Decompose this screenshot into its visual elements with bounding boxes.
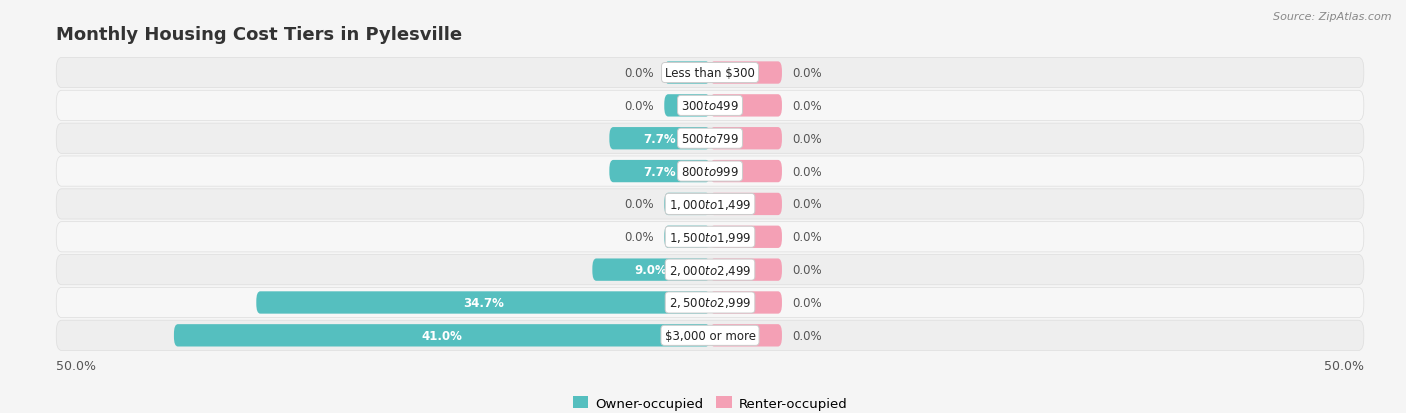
Text: $300 to $499: $300 to $499 [681, 100, 740, 113]
FancyBboxPatch shape [710, 62, 782, 85]
Text: 7.7%: 7.7% [644, 133, 676, 145]
FancyBboxPatch shape [174, 324, 710, 347]
FancyBboxPatch shape [710, 193, 782, 216]
Text: 0.0%: 0.0% [793, 67, 823, 80]
FancyBboxPatch shape [56, 255, 1364, 285]
Text: 41.0%: 41.0% [422, 329, 463, 342]
Text: 0.0%: 0.0% [793, 165, 823, 178]
FancyBboxPatch shape [56, 222, 1364, 252]
Text: $1,500 to $1,999: $1,500 to $1,999 [669, 230, 751, 244]
Text: $2,000 to $2,499: $2,000 to $2,499 [669, 263, 751, 277]
Text: 7.7%: 7.7% [644, 165, 676, 178]
FancyBboxPatch shape [56, 124, 1364, 154]
FancyBboxPatch shape [710, 128, 782, 150]
Text: 50.0%: 50.0% [56, 359, 96, 372]
Text: 0.0%: 0.0% [793, 296, 823, 309]
FancyBboxPatch shape [256, 292, 710, 314]
FancyBboxPatch shape [56, 189, 1364, 219]
Text: 0.0%: 0.0% [793, 100, 823, 113]
FancyBboxPatch shape [710, 259, 782, 281]
Text: $800 to $999: $800 to $999 [681, 165, 740, 178]
FancyBboxPatch shape [664, 226, 710, 248]
FancyBboxPatch shape [710, 161, 782, 183]
Text: $1,000 to $1,499: $1,000 to $1,499 [669, 197, 751, 211]
Text: 0.0%: 0.0% [793, 133, 823, 145]
Text: 0.0%: 0.0% [624, 198, 654, 211]
FancyBboxPatch shape [664, 95, 710, 117]
Text: $3,000 or more: $3,000 or more [665, 329, 755, 342]
FancyBboxPatch shape [56, 320, 1364, 351]
FancyBboxPatch shape [56, 157, 1364, 187]
Text: 0.0%: 0.0% [793, 329, 823, 342]
Text: 9.0%: 9.0% [636, 263, 668, 276]
Text: 34.7%: 34.7% [463, 296, 503, 309]
Text: 0.0%: 0.0% [793, 263, 823, 276]
FancyBboxPatch shape [710, 95, 782, 117]
FancyBboxPatch shape [710, 292, 782, 314]
Text: 0.0%: 0.0% [624, 100, 654, 113]
Text: 0.0%: 0.0% [624, 231, 654, 244]
Text: 0.0%: 0.0% [793, 231, 823, 244]
FancyBboxPatch shape [710, 324, 782, 347]
FancyBboxPatch shape [710, 226, 782, 248]
Text: 0.0%: 0.0% [793, 198, 823, 211]
Text: 0.0%: 0.0% [624, 67, 654, 80]
FancyBboxPatch shape [609, 161, 710, 183]
Text: 50.0%: 50.0% [1324, 359, 1364, 372]
Text: Source: ZipAtlas.com: Source: ZipAtlas.com [1274, 12, 1392, 22]
FancyBboxPatch shape [56, 58, 1364, 88]
Text: Monthly Housing Cost Tiers in Pylesville: Monthly Housing Cost Tiers in Pylesville [56, 26, 463, 44]
FancyBboxPatch shape [56, 91, 1364, 121]
Text: Less than $300: Less than $300 [665, 67, 755, 80]
FancyBboxPatch shape [592, 259, 710, 281]
FancyBboxPatch shape [664, 62, 710, 85]
Text: $2,500 to $2,999: $2,500 to $2,999 [669, 296, 751, 310]
FancyBboxPatch shape [56, 288, 1364, 318]
Legend: Owner-occupied, Renter-occupied: Owner-occupied, Renter-occupied [567, 391, 853, 413]
FancyBboxPatch shape [609, 128, 710, 150]
Text: $500 to $799: $500 to $799 [681, 133, 740, 145]
FancyBboxPatch shape [664, 193, 710, 216]
